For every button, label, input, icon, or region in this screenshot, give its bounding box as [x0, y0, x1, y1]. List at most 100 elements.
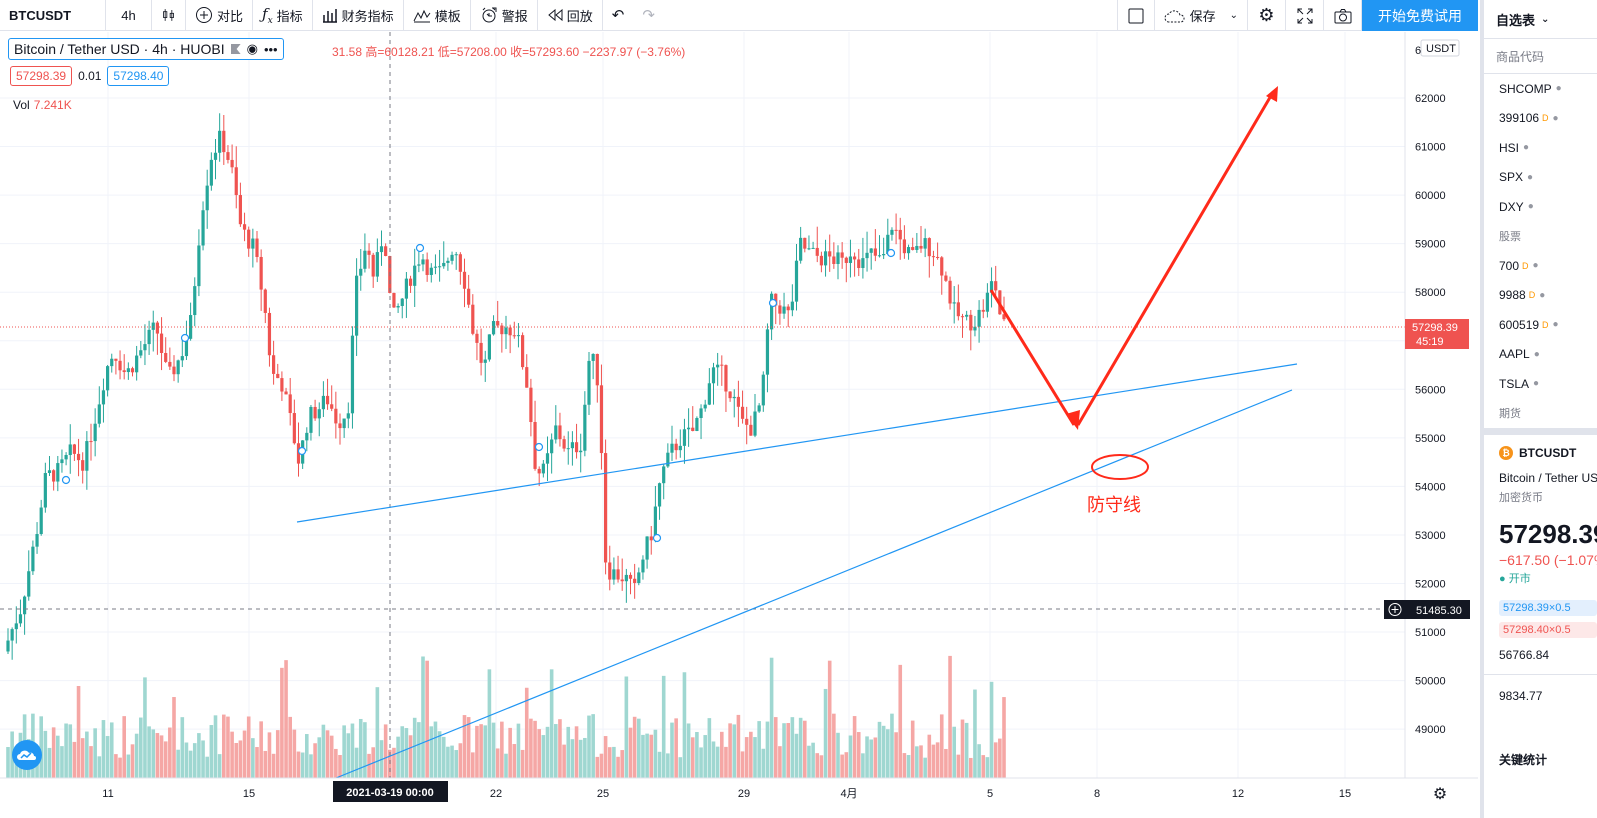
volume-bar	[956, 754, 961, 778]
undo-button[interactable]: ↶	[603, 0, 634, 31]
candle-body	[126, 368, 130, 373]
save-button[interactable]: 保存 ⌄	[1155, 0, 1248, 31]
volume-bar	[105, 736, 110, 778]
candle-body	[379, 246, 384, 253]
event-marker-icon[interactable]	[415, 243, 425, 253]
volume-bar	[417, 722, 421, 778]
volume-bar	[309, 754, 313, 778]
projection-arrow[interactable]	[989, 93, 1274, 426]
event-marker-icon[interactable]	[61, 475, 71, 485]
layout-button[interactable]	[1116, 0, 1155, 31]
watchlist-item-dxy[interactable]: DXY ●	[1484, 192, 1597, 222]
replay-button[interactable]: 回放	[538, 0, 603, 31]
candle-body	[550, 439, 554, 454]
chart-type-button[interactable]	[152, 0, 186, 31]
watchlist-item-9988[interactable]: 9988 D ●	[1484, 281, 1597, 311]
interval-button[interactable]: 4h	[106, 0, 152, 31]
price-chart[interactable]: 6200061000600005900058000570005600055000…	[0, 32, 1478, 818]
currency-label[interactable]: USDT	[1420, 39, 1460, 57]
axis-settings-icon[interactable]: ⚙	[1433, 786, 1447, 803]
volume-bar	[429, 726, 434, 778]
volume-bar	[728, 723, 732, 778]
price-axis[interactable]: 6200061000600005900058000570005600055000…	[1384, 32, 1478, 778]
candle-body	[504, 327, 508, 335]
volume-bar	[404, 728, 409, 778]
more-icon[interactable]: •••	[263, 41, 278, 57]
market-status: ● 开市	[1499, 573, 1531, 585]
volume-bar	[620, 750, 624, 778]
settings-button[interactable]: ⚙	[1248, 0, 1286, 31]
candle-body	[583, 404, 587, 451]
redo-button[interactable]: ↷	[633, 0, 664, 31]
gear-icon: ⚙	[1258, 5, 1275, 25]
upper-trend-line[interactable]	[296, 363, 1298, 523]
indicators-button[interactable]: ƒx 指标	[253, 0, 313, 31]
watchlist-section[interactable]: 股票	[1499, 231, 1521, 244]
eye-icon[interactable]: ◉	[246, 41, 258, 56]
event-marker-icon[interactable]	[886, 248, 896, 258]
candle-body	[76, 453, 81, 461]
watchlist-item-spx[interactable]: SPX ●	[1484, 163, 1597, 193]
symbol-search[interactable]: BTCUSDT	[0, 0, 106, 31]
volume-bar	[118, 757, 122, 778]
watchlist-section[interactable]: 期货	[1499, 408, 1521, 421]
details-symbol[interactable]: ₿ BTCUSDT	[1499, 435, 1597, 471]
countdown-text: 45:19	[1416, 336, 1444, 348]
symbol-legend[interactable]: Bitcoin / Tether USD · 4h · HUOBI ◉ •••	[8, 38, 284, 60]
watchlist-item-shcomp[interactable]: SHCOMP ●	[1484, 74, 1597, 104]
volume-bar	[441, 736, 446, 778]
plus-circle-icon[interactable]	[1388, 603, 1402, 616]
volume-bar	[197, 733, 201, 778]
compare-button[interactable]: 对比	[186, 0, 254, 31]
candle-body	[931, 256, 936, 258]
financials-button[interactable]: 财务指标	[313, 0, 404, 31]
candle-body	[255, 238, 259, 257]
watchlist-item-tsla[interactable]: TSLA ●	[1484, 369, 1597, 399]
price-tick-label: 52000	[1415, 579, 1446, 591]
defense-line-ellipse[interactable]	[1091, 454, 1149, 480]
templates-button[interactable]: 模板	[404, 0, 471, 31]
watchlist-item-399106[interactable]: 399106 D ●	[1484, 104, 1597, 134]
volume-bar	[753, 737, 757, 778]
event-marker-icon[interactable]	[652, 533, 662, 543]
volume-bar	[458, 743, 463, 778]
watchlist-item-hsi[interactable]: HSI ●	[1484, 133, 1597, 163]
volume-bar	[699, 747, 703, 778]
lower-trend-line[interactable]	[335, 389, 1293, 779]
candle-body	[508, 327, 512, 336]
candle-body	[251, 238, 255, 249]
candle-body	[359, 268, 363, 276]
ask-price[interactable]: 57298.40	[107, 66, 170, 86]
template-icon	[413, 9, 431, 23]
screenshot-button[interactable]	[1324, 0, 1362, 31]
status-dot-icon: ●	[1527, 201, 1534, 213]
candle-body	[545, 453, 550, 464]
candle-body	[143, 344, 147, 351]
bid-price[interactable]: 57298.39	[10, 66, 73, 86]
fullscreen-button[interactable]	[1286, 0, 1324, 31]
candle-body	[915, 245, 919, 250]
watchlist-title[interactable]: 自选表 ⌄	[1484, 0, 1597, 38]
watchlist-item-600519[interactable]: 600519 D ●	[1484, 310, 1597, 340]
volume-bar	[454, 750, 458, 778]
tradingview-logo[interactable]	[12, 740, 42, 770]
volume-bar	[981, 755, 986, 778]
volume-bar	[433, 721, 438, 778]
watchlist-item-700[interactable]: 700 D ●	[1484, 251, 1597, 281]
start-free-trial-button[interactable]: 开始免费试用	[1362, 0, 1478, 31]
watchlist-item-aapl[interactable]: AAPL ●	[1484, 340, 1597, 370]
event-marker-icon[interactable]	[768, 298, 778, 308]
replay-label: 回放	[566, 8, 593, 24]
details-price: 57298.39	[1499, 519, 1597, 549]
event-marker-icon[interactable]	[297, 446, 307, 456]
volume-bar	[271, 753, 276, 778]
watchlist-column-header: 商品代码	[1484, 38, 1597, 74]
event-marker-icon[interactable]	[180, 333, 190, 343]
time-axis[interactable]: 11 15 22 25 29 4月 5 8 12 15 2021-03-19 00:00 ⚙	[102, 781, 1447, 803]
volume-bar	[998, 738, 1002, 778]
candle-body	[848, 256, 853, 263]
alert-button[interactable]: 警报	[471, 0, 538, 31]
symbol-details: ₿ BTCUSDT Bitcoin / Tether USD 加密货币 57298…	[1484, 435, 1597, 768]
event-marker-icon[interactable]	[534, 442, 544, 452]
volume-bar	[641, 734, 645, 778]
